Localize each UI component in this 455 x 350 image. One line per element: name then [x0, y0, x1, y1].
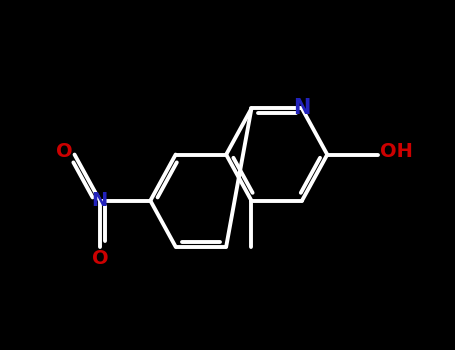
- Text: OH: OH: [380, 142, 413, 161]
- Text: O: O: [56, 142, 72, 161]
- Text: O: O: [91, 249, 108, 268]
- Text: N: N: [92, 191, 108, 210]
- Text: N: N: [293, 98, 311, 119]
